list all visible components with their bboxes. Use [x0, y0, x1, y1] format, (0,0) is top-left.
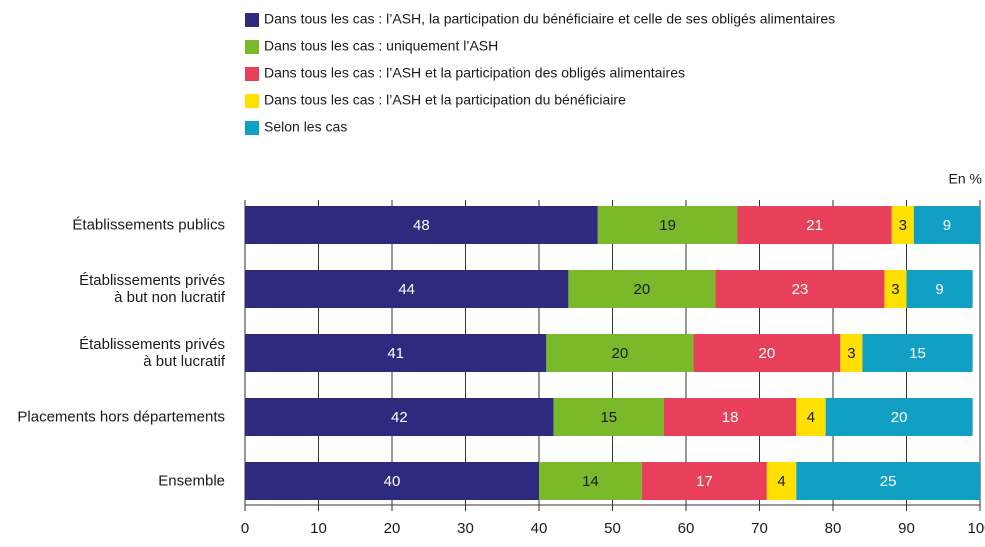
category-label: Ensemble	[158, 472, 225, 490]
x-tick-label: 100	[967, 520, 985, 537]
value-label: 42	[391, 409, 408, 426]
value-label: 3	[899, 217, 907, 234]
bar-segment	[568, 270, 716, 308]
value-label: 3	[847, 345, 855, 362]
bar-segment	[245, 206, 598, 244]
bar-segment	[796, 398, 826, 436]
category-label: Établissements publics	[72, 216, 225, 234]
x-tick-label: 90	[898, 520, 915, 537]
value-label: 40	[384, 473, 401, 490]
legend-swatch	[245, 94, 259, 108]
value-label: 20	[634, 281, 651, 298]
value-label: 20	[891, 409, 908, 426]
legend-swatch	[245, 67, 259, 81]
bar-segment	[840, 334, 863, 372]
bar-segment	[539, 462, 642, 500]
value-label: 20	[612, 345, 629, 362]
bar-segment	[891, 206, 914, 244]
legend-label: Dans tous les cas : uniquement l’ASH	[264, 38, 498, 54]
value-label: 19	[659, 217, 676, 234]
legend-label: Selon les cas	[264, 119, 347, 135]
value-label: 20	[759, 345, 776, 362]
bar-segment	[245, 270, 569, 308]
x-tick-label: 80	[825, 520, 842, 537]
value-label: 21	[806, 217, 823, 234]
x-tick-label: 70	[751, 520, 768, 537]
x-tick-label: 30	[457, 520, 474, 537]
bar-segment	[737, 206, 892, 244]
value-label: 9	[935, 281, 943, 298]
x-tick-label: 10	[310, 520, 327, 537]
bar-segment	[641, 462, 767, 500]
bar-segment	[715, 270, 885, 308]
x-tick-label: 50	[604, 520, 621, 537]
x-tick-label: 0	[241, 520, 249, 537]
x-tick-label: 60	[678, 520, 695, 537]
bar-segment	[245, 462, 539, 500]
category-label: Établissements privés à but lucratif	[79, 336, 225, 370]
value-label: 15	[909, 345, 926, 362]
value-label: 44	[398, 281, 415, 298]
value-label: 14	[582, 473, 599, 490]
category-label: Établissements privés à but non lucratif	[79, 272, 225, 306]
value-label: 15	[600, 409, 617, 426]
value-label: 3	[891, 281, 899, 298]
bar-segment	[884, 270, 907, 308]
bar-segment	[553, 398, 664, 436]
value-label: 23	[792, 281, 809, 298]
value-label: 4	[807, 409, 815, 426]
legend-label: Dans tous les cas : l’ASH, la participat…	[264, 11, 835, 27]
value-label: 9	[943, 217, 951, 234]
x-tick-label: 40	[531, 520, 548, 537]
legend-swatch	[245, 40, 259, 54]
bar-segment	[825, 398, 973, 436]
value-label: 48	[413, 217, 430, 234]
bar-segment	[663, 398, 797, 436]
bar-segment	[766, 462, 797, 500]
value-label: 41	[387, 345, 404, 362]
value-label: 4	[777, 473, 785, 490]
value-label: 18	[722, 409, 739, 426]
value-label: 25	[880, 473, 897, 490]
bar-segment	[862, 334, 973, 372]
bar-segment	[693, 334, 841, 372]
x-tick-label: 20	[384, 520, 401, 537]
bar-segment	[546, 334, 694, 372]
bar-segment	[245, 334, 547, 372]
legend-label: Dans tous les cas : l’ASH et la particip…	[264, 65, 685, 81]
bar-segment	[796, 462, 980, 500]
bar-segment	[245, 398, 554, 436]
legend-label: Dans tous les cas : l’ASH et la particip…	[264, 92, 626, 108]
unit-label: En %	[949, 171, 982, 187]
bar-segment	[597, 206, 738, 244]
legend-swatch	[245, 121, 259, 135]
legend-swatch	[245, 13, 259, 27]
bar-segment	[906, 270, 973, 308]
category-label: Placements hors départements	[17, 408, 225, 426]
bar-segment	[913, 206, 980, 244]
value-label: 17	[696, 473, 713, 490]
